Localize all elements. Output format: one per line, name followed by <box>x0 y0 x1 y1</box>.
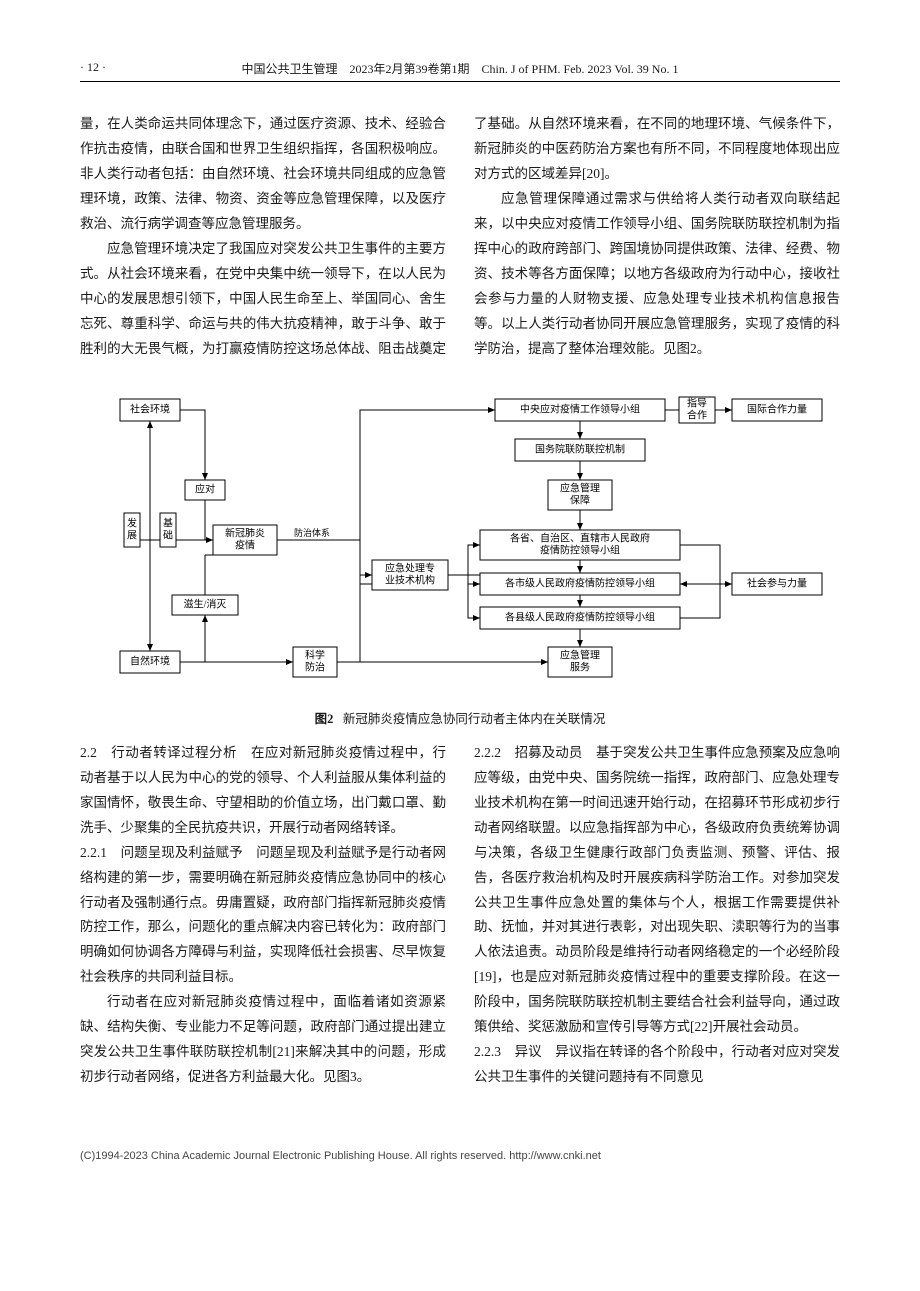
footer-text: (C)1994-2023 China Academic Journal Elec… <box>80 1150 601 1162</box>
svg-text:合作: 合作 <box>687 408 707 421</box>
section-body: 问题呈现及利益赋予是行动者网络构建的第一步，需要明确在新冠肺炎疫情应急协同中的核… <box>80 845 446 985</box>
journal-title-cn: 中国公共卫生管理 <box>242 62 338 76</box>
section-head: 2.2.2 招募及动员 <box>474 745 582 760</box>
section-2-2-2: 2.2.2 招募及动员 基于突发公共卫生事件应急预案及应急响应等级，由党中央、国… <box>474 741 840 1041</box>
svg-text:指导: 指导 <box>687 396 707 409</box>
body-top: 量，在人类命运共同体理念下，通过医疗资源、技术、经验合作抗击疫情，由联合国和世界… <box>80 112 840 362</box>
svg-text:应对: 应对 <box>195 482 215 495</box>
svg-text:科学: 科学 <box>305 648 325 661</box>
svg-text:防治体系: 防治体系 <box>294 527 330 538</box>
svg-text:滋生/消灭: 滋生/消灭 <box>184 597 227 610</box>
svg-text:防治: 防治 <box>305 660 325 673</box>
section-head: 2.2.1 问题呈现及利益赋予 <box>80 845 243 860</box>
svg-text:社会环境: 社会环境 <box>130 402 170 415</box>
svg-text:各市级人民政府疫情防控领导小组: 各市级人民政府疫情防控领导小组 <box>505 576 655 589</box>
header-rule <box>80 81 840 82</box>
svg-text:基: 基 <box>163 516 173 529</box>
issue-info-cn: 2023年2月第39卷第1期 <box>350 62 470 76</box>
figure-2: 防治体系 社会环境应对发展 基础 新冠肺炎疫情滋生/消灭自然环境 科学防治 中央应对疫情… <box>80 380 840 727</box>
body-bottom: 2.2 行动者转译过程分析 在应对新冠肺炎疫情过程中，行动者基于以人民为中心的党… <box>80 741 840 1091</box>
svg-text:中央应对疫情工作领导小组: 中央应对疫情工作领导小组 <box>520 402 640 415</box>
figure-caption-text: 新冠肺炎疫情应急协同行动者主体内在关联情况 <box>343 712 606 726</box>
section-body: 基于突发公共卫生事件应急预案及应急响应等级，由党中央、国务院统一指挥，政府部门、… <box>474 745 840 1035</box>
section-2-2-1: 2.2.1 问题呈现及利益赋予 问题呈现及利益赋予是行动者网络构建的第一步，需要… <box>80 841 446 991</box>
svg-text:自然环境: 自然环境 <box>130 654 170 667</box>
paragraph: 量，在人类命运共同体理念下，通过医疗资源、技术、经验合作抗击疫情，由联合国和世界… <box>80 112 446 237</box>
page-footer: (C)1994-2023 China Academic Journal Elec… <box>80 1150 840 1162</box>
svg-text:新冠肺炎: 新冠肺炎 <box>225 526 265 539</box>
paragraph: 行动者在应对新冠肺炎疫情过程中，面临着诸如资源紧缺、结构失衡、专业能力不足等问题… <box>80 990 446 1090</box>
svg-text:疫情防控领导小组: 疫情防控领导小组 <box>540 543 620 556</box>
journal-title-en: Chin. J of PHM. Feb. 2023 Vol. 39 No. 1 <box>482 62 679 76</box>
figure-2-diagram: 防治体系 社会环境应对发展 基础 新冠肺炎疫情滋生/消灭自然环境 科学防治 中央应对疫情… <box>80 380 840 700</box>
svg-text:服务: 服务 <box>570 660 590 673</box>
section-2-2-3: 2.2.3 异议 异议指在转译的各个阶段中，行动者对应对突发公共卫生事件的关键问… <box>474 1040 840 1090</box>
page-header: · 12 · 中国公共卫生管理 2023年2月第39卷第1期 Chin. J o… <box>80 60 840 82</box>
svg-text:各省、自治区、直辖市人民政府: 各省、自治区、直辖市人民政府 <box>510 531 650 544</box>
section-head: 2.2 行动者转译过程分析 <box>80 745 237 760</box>
svg-text:疫情: 疫情 <box>235 538 255 551</box>
figure-2-caption: 图2 新冠肺炎疫情应急协同行动者主体内在关联情况 <box>80 708 840 727</box>
svg-text:业技术机构: 业技术机构 <box>385 573 435 586</box>
svg-text:础: 础 <box>163 529 173 541</box>
svg-text:社会参与力量: 社会参与力量 <box>747 576 807 589</box>
svg-text:保障: 保障 <box>570 493 590 506</box>
svg-text:应急管理: 应急管理 <box>560 648 600 661</box>
paragraph: 应急管理保障通过需求与供给将人类行动者双向联结起来，以中央应对疫情工作领导小组、… <box>474 187 840 362</box>
svg-text:展: 展 <box>127 529 137 541</box>
svg-text:应急处理专: 应急处理专 <box>385 561 435 574</box>
svg-text:应急管理: 应急管理 <box>560 481 600 494</box>
svg-text:各县级人民政府疫情防控领导小组: 各县级人民政府疫情防控领导小组 <box>505 610 655 623</box>
svg-text:国际合作力量: 国际合作力量 <box>747 402 807 415</box>
page-number: · 12 · <box>80 60 106 75</box>
section-2-2: 2.2 行动者转译过程分析 在应对新冠肺炎疫情过程中，行动者基于以人民为中心的党… <box>80 741 446 841</box>
figure-label: 图2 <box>315 712 334 726</box>
svg-text:发: 发 <box>127 516 137 529</box>
svg-text:国务院联防联控机制: 国务院联防联控机制 <box>535 442 625 455</box>
section-head: 2.2.3 异议 <box>474 1044 542 1059</box>
